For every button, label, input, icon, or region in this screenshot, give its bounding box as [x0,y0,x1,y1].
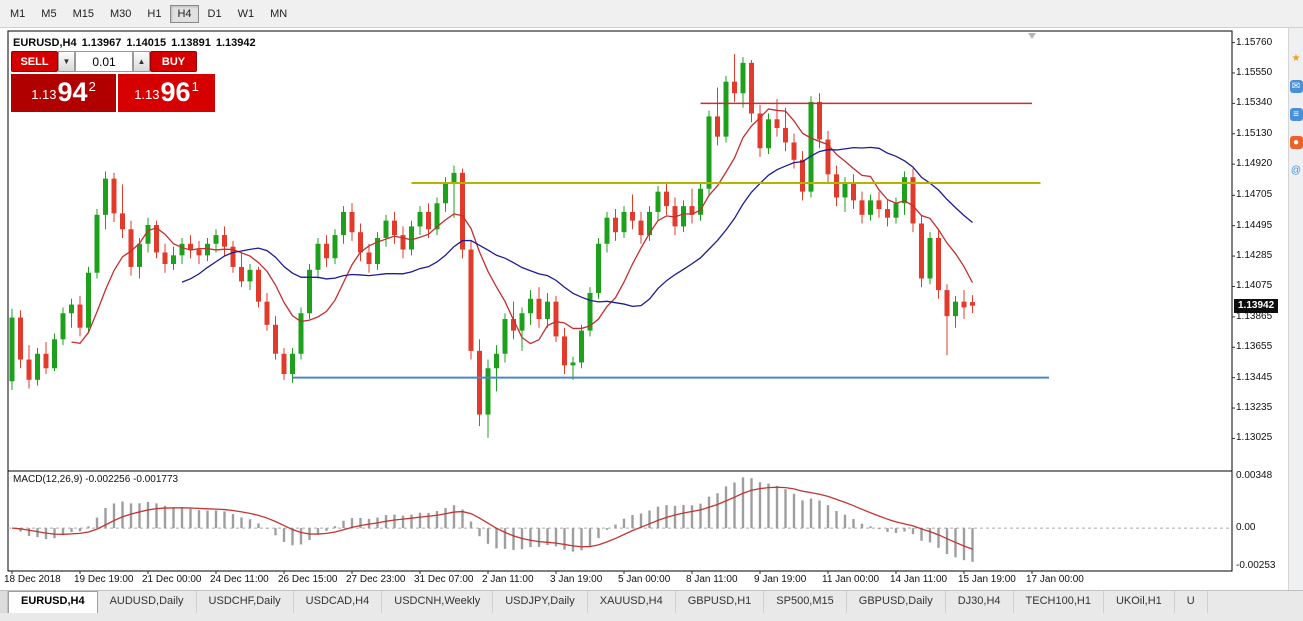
chart-tab-ukoil-h1[interactable]: UKOil,H1 [1104,591,1175,613]
current-price-badge: 1.13942 [1234,298,1279,313]
timeframe-button-h4[interactable]: H4 [170,4,199,23]
time-axis-label: 24 Dec 11:00 [210,574,269,585]
time-axis-label: 9 Jan 19:00 [754,574,807,585]
time-axis-label: 26 Dec 15:00 [278,574,338,585]
macd-indicator-label: MACD(12,26,9) -0.002256 -0.001773 [13,474,179,485]
ohlc-close: 1.13942 [215,37,256,49]
sell-price-display[interactable]: 1.13 94 2 [11,74,116,112]
price-axis-label: 1.14705 [1236,189,1273,201]
time-axis-label: 3 Jan 19:00 [550,574,603,585]
price-axis[interactable]: 1.15760 1.15550 1.15340 1.15130 1.14920 1.147… [1234,0,1288,590]
buy-button[interactable]: BUY [150,51,197,72]
chart-tab-gbpusd-daily[interactable]: GBPUSD,Daily [847,591,946,613]
buy-price-display[interactable]: 1.13 96 1 [118,74,215,112]
chart-ohlc-header: EURUSD,H4 1.13967 1.14015 1.13891 1.13942 [13,37,261,49]
price-axis-label: 1.14495 [1236,219,1273,231]
buy-price-sup: 1 [191,79,199,94]
chart-tabs: EURUSD,H4 AUDUSD,Daily USDCHF,Daily USDCAD,… [0,591,1303,613]
list-icon[interactable]: ≡ [1289,108,1303,121]
price-axis-label: 1.13865 [1236,310,1273,322]
at-icon[interactable]: @ [1290,165,1302,176]
time-axis-label: 21 Dec 00:00 [142,574,202,585]
chart-tab-usdchf-daily[interactable]: USDCHF,Daily [197,591,294,613]
buy-price-big: 96 [160,77,191,107]
chart-tab-usdcad-h4[interactable]: USDCAD,H4 [294,591,383,613]
ohlc-low: 1.13891 [171,37,211,49]
chart-tab-audusd-daily[interactable]: AUDUSD,Daily [98,591,197,613]
chart-tab-xauusd-h4[interactable]: XAUUSD,H4 [588,591,676,613]
time-axis-label: 5 Jan 00:00 [618,574,671,585]
chat-icon[interactable]: ✉ [1289,80,1303,93]
chart-canvas[interactable] [0,0,1303,590]
time-axis-label: 15 Jan 19:00 [958,574,1016,585]
price-axis-label: 1.15340 [1236,97,1273,109]
timeframe-button-m15[interactable]: M15 [72,7,94,20]
price-axis-label: 1.13445 [1236,371,1273,383]
time-axis-label: 27 Dec 23:00 [346,574,406,585]
candles-group [9,54,975,438]
timeframe-button-w1[interactable]: W1 [237,7,255,20]
sell-price-prefix: 1.13 [31,87,57,102]
chart-tab-sp500-m15[interactable]: SP500,M15 [764,591,847,613]
price-axis-label: 1.13655 [1236,341,1273,353]
time-axis-label: 18 Dec 2018 [4,574,61,585]
chart-shift-marker [1028,33,1036,39]
time-axis-label: 2 Jan 11:00 [482,574,534,585]
ohlc-symbol: EURUSD,H4 [13,37,77,49]
price-axis-label: 1.14920 [1236,158,1273,170]
tab-bar-spacer [0,591,8,613]
time-axis-label: 17 Jan 00:00 [1026,574,1084,585]
ma-slow-line [181,146,973,308]
ohlc-high: 1.14015 [126,37,167,49]
time-axis[interactable]: 18 Dec 2018 19 Dec 19:00 21 Dec 00:00 24 De… [0,574,1232,588]
ohlc-open: 1.13967 [81,37,122,49]
sell-price-big: 94 [57,77,88,107]
timeframe-buttons: M1 M5 M15 M30 H1 H4 D1 W1 MN [2,4,295,23]
browser-icon[interactable]: ● [1289,136,1303,149]
favorites-star-icon[interactable]: ★ [1291,53,1301,64]
price-axis-label: 1.14285 [1236,250,1273,262]
macd-axis-label: 0.00 [1236,522,1256,534]
chart-tab-dj30-h4[interactable]: DJ30,H4 [946,591,1014,613]
lot-size-input[interactable] [75,51,133,72]
time-axis-label: 8 Jan 11:00 [686,574,738,585]
timeframe-toolbar: M1 M5 M15 M30 H1 H4 D1 W1 MN [0,0,1303,28]
sell-button[interactable]: SELL [11,51,58,72]
one-click-trading-panel: SELL ▼ ▲ BUY 1.13 94 2 1.13 96 1 [11,51,215,112]
timeframe-button-d1[interactable]: D1 [207,7,222,20]
timeframe-button-m30[interactable]: M30 [109,7,132,20]
ma-fast-line [71,108,974,345]
time-axis-label: 31 Dec 07:00 [414,574,474,585]
chart-tab-usdcnh-weekly[interactable]: USDCNH,Weekly [382,591,494,613]
timeframe-button-h1[interactable]: H1 [147,7,162,20]
chart-tab-usdjpy-daily[interactable]: USDJPY,Daily [493,591,588,613]
time-axis-label: 11 Jan 00:00 [822,574,880,585]
timeframe-button-m5[interactable]: M5 [41,7,57,20]
sell-price-sup: 2 [88,79,96,94]
chart-tab-tech100-h1[interactable]: TECH100,H1 [1014,591,1104,613]
chart-tab-u[interactable]: U [1175,591,1208,613]
price-axis-label: 1.15550 [1236,66,1273,78]
macd-signal-line [11,486,973,550]
side-icon-strip: ★ ✉ ≡ ● @ [1288,28,1303,590]
chart-border [7,30,1233,572]
lot-decrease-button[interactable]: ▼ [58,51,75,72]
price-axis-label: 1.15130 [1236,127,1273,139]
price-axis-label: 1.14075 [1236,280,1273,292]
lot-increase-button[interactable]: ▲ [133,51,150,72]
macd-axis-label: 0.00348 [1236,470,1273,481]
price-axis-label: 1.15760 [1236,36,1273,48]
price-axis-label: 1.13025 [1236,432,1273,444]
price-axis-label: 1.13235 [1236,402,1273,414]
time-axis-label: 19 Dec 19:00 [74,574,134,585]
macd-axis-label: -0.00253 [1236,560,1276,571]
chart-tab-gbpusd-h1[interactable]: GBPUSD,H1 [676,591,765,613]
time-axis-label: 14 Jan 11:00 [890,574,948,585]
buy-price-prefix: 1.13 [134,87,160,102]
timeframe-button-mn[interactable]: MN [270,7,288,20]
timeframe-button-m1[interactable]: M1 [10,7,26,20]
chart-tab-eurusd-h4[interactable]: EURUSD,H4 [8,591,98,613]
chart-tab-bar: EURUSD,H4 AUDUSD,Daily USDCHF,Daily USDCAD,… [0,590,1303,621]
